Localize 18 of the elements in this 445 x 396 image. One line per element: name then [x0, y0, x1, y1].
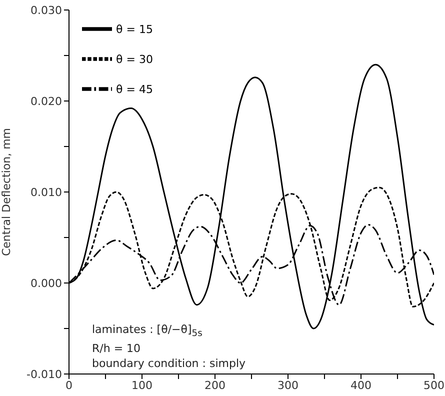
y-tick-label: 0.000 — [30, 276, 62, 290]
y-axis-title: Central Deflection, mm — [0, 128, 13, 256]
annotation: boundary condition : simply — [92, 356, 246, 372]
y-tick-label: 0.010 — [30, 186, 62, 199]
x-tick-label: 500 — [424, 378, 444, 392]
legend-label: θ = 45 — [116, 83, 153, 96]
x-tick-label: 400 — [350, 378, 372, 392]
x-tick-label: 300 — [278, 378, 298, 392]
legend-label: θ = 15 — [116, 23, 153, 36]
annotation: laminates : [θ/−θ]$_{5s}$ — [92, 322, 204, 342]
x-tick-label: 100 — [132, 378, 152, 392]
x-tick-label: 200 — [204, 378, 226, 392]
y-tick-label: 0.030 — [30, 4, 62, 17]
annotation: R/h = 10 — [92, 341, 142, 356]
y-tick-label: 0.020 — [30, 94, 62, 108]
legend-label: θ = 30 — [116, 53, 153, 66]
x-tick-label: 0 — [66, 378, 72, 392]
y-tick-label: -0.010 — [26, 368, 62, 381]
